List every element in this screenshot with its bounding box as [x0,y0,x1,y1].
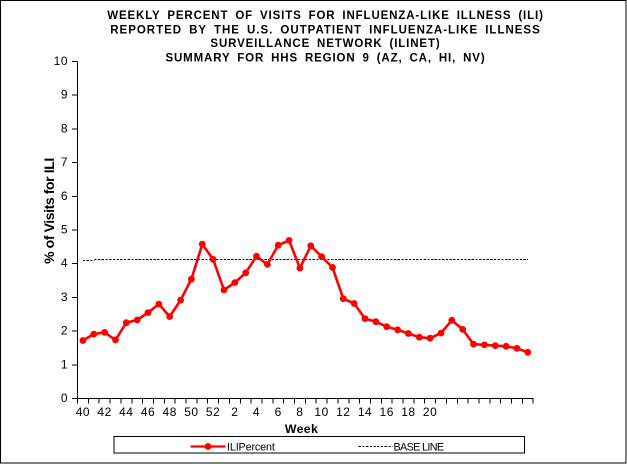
svg-text:7: 7 [61,155,68,169]
svg-text:0: 0 [61,391,68,405]
svg-text:BASE LINE: BASE LINE [394,441,444,453]
svg-text:SURVEILLANCE NETWORK (ILINET): SURVEILLANCE NETWORK (ILINET) [210,38,440,50]
svg-text:42: 42 [97,405,111,419]
svg-text:16: 16 [380,405,394,419]
svg-text:52: 52 [206,405,220,419]
svg-text:WEEKLY PERCENT OF VISITS FOR I: WEEKLY PERCENT OF VISITS FOR INFLUENZA-L… [107,10,544,22]
svg-text:20: 20 [423,405,437,419]
svg-text:4: 4 [253,405,260,419]
svg-text:10: 10 [314,405,328,419]
svg-text:40: 40 [76,405,90,419]
svg-text:Week: Week [285,422,318,436]
svg-text:12: 12 [336,405,350,419]
svg-text:44: 44 [119,405,133,419]
svg-text:14: 14 [358,405,372,419]
svg-text:50: 50 [184,405,198,419]
svg-text:2: 2 [61,324,68,338]
svg-text:8: 8 [61,121,68,135]
svg-text:SUMMARY FOR HHS REGION 9 (AZ,: SUMMARY FOR HHS REGION 9 (AZ, CA, HI, NV… [165,52,485,64]
svg-text:48: 48 [163,405,177,419]
svg-text:6: 6 [61,189,68,203]
svg-text:8: 8 [296,405,303,419]
svg-text:2: 2 [231,405,238,419]
svg-text:18: 18 [401,405,415,419]
svg-text:9: 9 [61,88,68,102]
svg-text:46: 46 [141,405,155,419]
svg-text:% of Visits for ILI: % of Visits for ILI [41,158,57,264]
svg-text:6: 6 [275,405,282,419]
svg-text:REPORTED BY THE U.S. OUTPATIEN: REPORTED BY THE U.S. OUTPATIENT INFLUENZ… [110,25,541,37]
svg-text:4: 4 [61,256,68,270]
svg-text:1: 1 [61,357,68,371]
svg-text:3: 3 [61,290,68,304]
svg-text:5: 5 [61,223,68,237]
svg-text:ILIPercent: ILIPercent [227,441,275,453]
svg-text:10: 10 [54,54,68,68]
